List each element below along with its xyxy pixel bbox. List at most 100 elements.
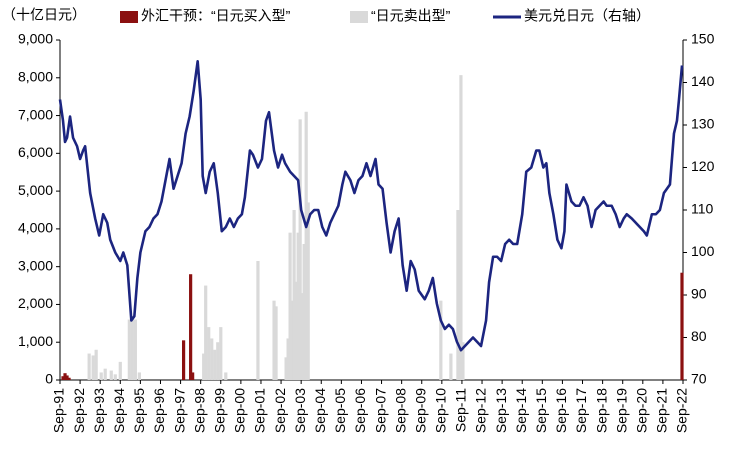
bar <box>274 306 278 380</box>
bar <box>256 261 260 380</box>
x-tick-label: Sep-18 <box>593 388 609 433</box>
bar <box>61 376 65 380</box>
x-tick-label: Sep-08 <box>392 388 408 433</box>
x-tick-label: Sep-10 <box>433 388 449 433</box>
bar <box>216 342 220 380</box>
bar <box>298 119 302 380</box>
bar <box>300 293 304 380</box>
y-tick-label: 3,000 <box>18 257 53 273</box>
bar <box>87 353 91 380</box>
x-tick-label: Sep-19 <box>613 388 629 433</box>
bar <box>204 285 208 380</box>
y-tick-label: 1,000 <box>18 333 53 349</box>
x-tick-label: Sep-14 <box>513 388 529 433</box>
bar <box>439 300 443 380</box>
y-tick-label: 0 <box>45 371 53 387</box>
x-tick-label: Sep-97 <box>171 388 187 433</box>
bar <box>109 370 113 380</box>
y-tick-label: 2,000 <box>18 295 53 311</box>
bar <box>680 272 684 380</box>
y-tick-label: 9,000 <box>18 31 53 47</box>
bar <box>133 319 137 380</box>
bar <box>456 210 460 380</box>
bar <box>286 338 290 380</box>
x-tick-label: Sep-07 <box>372 388 388 433</box>
y-tick-label: 4,000 <box>18 220 53 236</box>
x-tick-label: Sep-92 <box>71 388 87 433</box>
y2-tick-label: 150 <box>691 31 715 47</box>
x-tick-label: Sep-21 <box>654 388 670 433</box>
y2-tick-label: 80 <box>691 328 707 344</box>
bar <box>189 274 193 380</box>
x-tick-label: Sep-16 <box>553 388 569 433</box>
x-tick-label: Sep-95 <box>131 388 147 433</box>
bar <box>302 244 306 380</box>
x-tick-label: Sep-17 <box>573 388 589 433</box>
bar <box>290 300 294 380</box>
bar <box>99 372 103 380</box>
y2-tick-label: 130 <box>691 116 715 132</box>
bar <box>207 327 211 380</box>
x-tick-label: Sep-03 <box>292 388 308 433</box>
x-tick-label: Sep-96 <box>151 388 167 433</box>
bar <box>103 368 107 380</box>
bar <box>284 357 288 380</box>
bar <box>65 375 69 380</box>
y2-tick-label: 120 <box>691 158 715 174</box>
x-tick-label: Sep-13 <box>493 388 509 433</box>
y2-tick-label: 70 <box>691 371 707 387</box>
y-tick-label: 5,000 <box>18 182 53 198</box>
bar <box>94 349 98 380</box>
y-tick-label: 6,000 <box>18 144 53 160</box>
bar <box>294 281 298 380</box>
x-tick-label: Sep-11 <box>453 388 469 432</box>
x-tick-label: Sep-93 <box>91 388 107 433</box>
x-tick-label: Sep-94 <box>111 388 127 433</box>
legend-label: 外汇干预：“日元买入型” <box>141 8 291 24</box>
x-tick-label: Sep-12 <box>473 388 489 433</box>
x-tick-label: Sep-98 <box>191 388 207 433</box>
x-tick-label: Sep-91 <box>51 388 67 433</box>
x-tick-label: Sep-00 <box>232 388 248 433</box>
bar <box>113 374 117 380</box>
x-tick-label: Sep-15 <box>533 388 549 433</box>
x-tick-label: Sep-04 <box>312 388 328 433</box>
y-tick-label: 7,000 <box>18 106 53 122</box>
legend-label: “日元卖出型” <box>371 8 451 24</box>
line <box>58 59 684 352</box>
bar <box>449 353 453 380</box>
bar <box>306 202 310 380</box>
y2-tick-label: 90 <box>691 286 707 302</box>
bar <box>461 342 465 380</box>
bar <box>219 327 223 380</box>
y2-tick-label: 100 <box>691 243 715 259</box>
x-tick-label: Sep-01 <box>252 388 268 433</box>
y2-tick-label: 110 <box>691 201 714 217</box>
bar <box>202 353 206 380</box>
bar <box>137 372 141 380</box>
y2-tick-label: 140 <box>691 73 715 89</box>
bar <box>91 355 95 380</box>
x-tick-label: Sep-22 <box>674 388 690 433</box>
x-tick-label: Sep-05 <box>332 388 348 433</box>
bar <box>288 232 292 380</box>
bar <box>130 315 134 380</box>
legend-label: 美元兑日元（右轴） <box>524 8 650 24</box>
bar <box>272 300 276 380</box>
bar <box>213 349 217 380</box>
bar <box>67 377 71 380</box>
bar <box>63 373 67 380</box>
bar <box>296 232 300 380</box>
x-tick-label: Sep-02 <box>272 388 288 433</box>
bar <box>127 319 131 380</box>
x-tick-label: Sep-99 <box>211 388 227 433</box>
bar <box>191 372 195 380</box>
x-tick-label: Sep-20 <box>634 388 650 433</box>
x-tick-label: Sep-09 <box>412 388 428 433</box>
bar <box>304 111 308 381</box>
legend-swatch <box>350 11 368 23</box>
x-tick-label: Sep-06 <box>352 388 368 433</box>
bar <box>118 361 122 380</box>
bar <box>181 340 186 380</box>
